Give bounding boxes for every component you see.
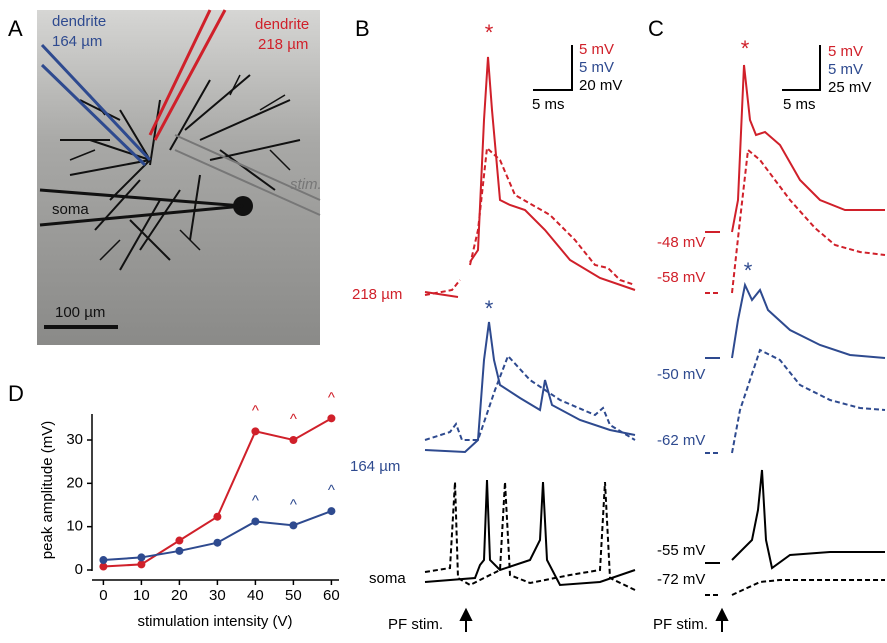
label: 164 µm — [52, 33, 102, 50]
soma-pipette — [39, 188, 244, 227]
x-tick-label: 60 — [323, 587, 340, 604]
label: 5 mV — [828, 43, 863, 60]
data-point — [251, 517, 260, 526]
panel-label: A — [8, 16, 23, 41]
stim-arrow — [715, 607, 729, 632]
data-point — [99, 562, 108, 571]
label: 218 µm — [258, 36, 308, 53]
label: 164 µm — [350, 458, 400, 475]
stim-arrow — [459, 607, 473, 632]
trace — [424, 321, 636, 454]
stim-pipette — [174, 134, 321, 216]
data-point — [175, 546, 184, 555]
x-tick-label: 30 — [209, 587, 226, 604]
panel-a: dendrite 164 µm dendrite 218 µm soma sti… — [37, 9, 322, 345]
trace — [424, 354, 636, 441]
data-point — [99, 556, 108, 565]
x-tick-label: 40 — [247, 587, 264, 604]
label: 218 µm — [352, 286, 402, 303]
label: dendrite — [52, 13, 106, 30]
label: 5 mV — [579, 59, 614, 76]
annotation: ^ — [328, 482, 335, 499]
y-tick-label: 20 — [66, 474, 83, 491]
y-tick-label: 30 — [66, 431, 83, 448]
trace — [424, 145, 636, 296]
trace — [705, 64, 885, 233]
data-point — [251, 427, 260, 436]
star: * — [485, 296, 494, 321]
star: * — [741, 36, 750, 61]
label: -48 mV — [657, 234, 705, 251]
label: -72 mV — [657, 571, 705, 588]
panel-label: C — [648, 16, 664, 41]
panel-label: D — [8, 381, 24, 406]
x-tick-label: 50 — [285, 587, 302, 604]
trace — [424, 481, 636, 591]
annotation: ^ — [252, 402, 259, 419]
label: PF stim. — [388, 616, 443, 633]
data-point — [137, 553, 146, 562]
blue-pipette — [40, 43, 152, 167]
label: dendrite — [255, 16, 309, 33]
data-point — [327, 414, 336, 423]
y-tick-label: 10 — [66, 518, 83, 535]
star: * — [744, 258, 753, 283]
data-point — [289, 436, 298, 444]
label: -50 mV — [657, 366, 705, 383]
label: 5 ms — [783, 96, 816, 113]
label: 25 mV — [828, 79, 871, 96]
trace — [705, 579, 885, 596]
data-point — [327, 507, 336, 516]
label: 100 µm — [55, 304, 105, 321]
label: -55 mV — [657, 542, 705, 559]
trace — [705, 469, 885, 570]
label: -58 mV — [657, 269, 705, 286]
data-point — [213, 512, 222, 521]
label: soma — [52, 201, 89, 218]
y-tick-label: 0 — [75, 561, 83, 578]
red-pipette — [148, 9, 227, 141]
trace — [424, 56, 636, 298]
trace — [705, 148, 886, 294]
trace — [705, 348, 886, 454]
micrograph — [37, 10, 320, 345]
data-point — [137, 560, 146, 569]
star: * — [485, 20, 494, 45]
annotation: ^ — [328, 389, 335, 406]
trace — [424, 479, 636, 587]
label: stim. — [290, 176, 322, 193]
panel-d: stimulation intensity (V) peak amplitude… — [39, 389, 340, 630]
x-tick-label: 10 — [133, 587, 150, 604]
label: 5 mV — [828, 61, 863, 78]
label: PF stim. — [653, 616, 708, 633]
scale-bar — [533, 45, 573, 91]
panel-c: 5 mV 5 mV 25 mV 5 ms * * -48 mV -58 mV -… — [653, 36, 886, 633]
label: 5 ms — [532, 96, 565, 113]
label: soma — [369, 570, 406, 587]
data-point — [213, 538, 222, 547]
data-point — [289, 521, 298, 530]
annotation: ^ — [290, 411, 297, 428]
label: 5 mV — [579, 41, 614, 58]
y-axis-label: peak amplitude (mV) — [39, 421, 56, 559]
data-point — [175, 536, 184, 545]
label: 20 mV — [579, 77, 622, 94]
trace — [705, 281, 886, 359]
scale-bar — [782, 45, 821, 91]
x-tick-label: 0 — [99, 587, 107, 604]
annotation: ^ — [290, 496, 297, 513]
x-axis-label: stimulation intensity (V) — [137, 613, 292, 630]
panel-label: B — [355, 16, 370, 41]
annotation: ^ — [252, 492, 259, 509]
panel-b: 5 mV 5 mV 20 mV 5 ms * * 218 µm 164 µm s… — [350, 20, 636, 633]
x-tick-label: 20 — [171, 587, 188, 604]
label: -62 mV — [657, 432, 705, 449]
